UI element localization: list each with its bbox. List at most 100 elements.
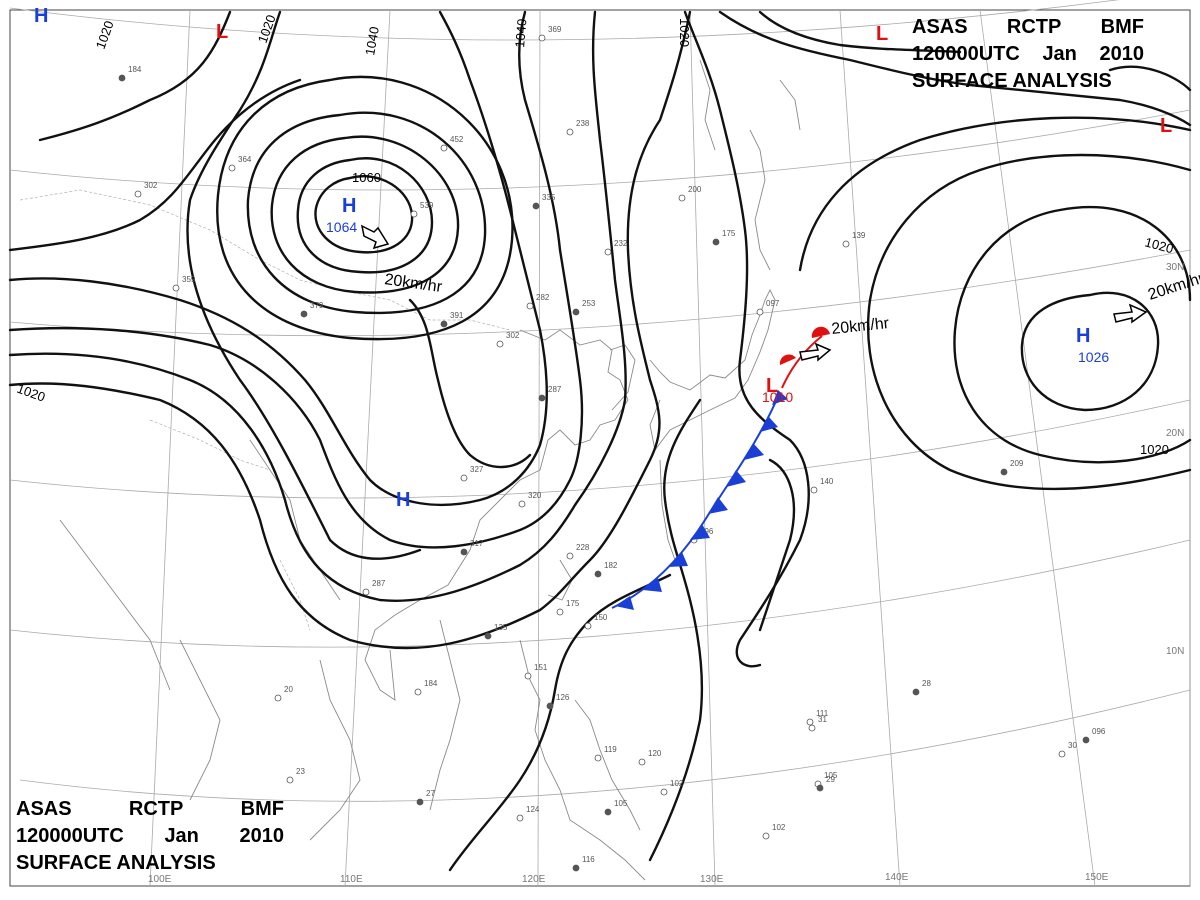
station-circle bbox=[808, 724, 816, 732]
station-value: 359 bbox=[182, 275, 196, 284]
station-value: 151 bbox=[534, 663, 548, 672]
station-circle bbox=[584, 622, 592, 630]
station-plot: 200 bbox=[678, 185, 702, 202]
title-year: 2010 bbox=[239, 825, 285, 847]
station-circle bbox=[638, 758, 646, 766]
station-plot: 20 bbox=[274, 685, 293, 702]
station-value: 102 bbox=[670, 779, 684, 788]
station-circle bbox=[228, 164, 236, 172]
station-circle bbox=[756, 308, 764, 316]
station-value: 228 bbox=[576, 543, 590, 552]
lat-label: 20N bbox=[1166, 428, 1184, 439]
station-plot: 359 bbox=[172, 275, 196, 292]
isobar-label: 1060 bbox=[352, 170, 381, 185]
station-value: 116 bbox=[582, 855, 595, 864]
station-circle bbox=[440, 320, 448, 328]
low-japan-value: 1010 bbox=[762, 389, 793, 405]
station-value: 253 bbox=[582, 299, 596, 308]
station-plot: 379 bbox=[300, 301, 324, 318]
station-plot: 105 bbox=[604, 799, 628, 816]
station-value: 126 bbox=[556, 693, 570, 702]
title-agency-2: RCTP bbox=[128, 798, 184, 820]
station-value: 184 bbox=[424, 679, 438, 688]
low-north-symbol: L bbox=[216, 21, 228, 43]
station-value: 452 bbox=[450, 135, 464, 144]
station-circle bbox=[572, 864, 580, 872]
station-plot: 150 bbox=[584, 613, 608, 630]
station-value: 29 bbox=[826, 775, 835, 784]
station-circle bbox=[566, 128, 574, 136]
lat-label: 30N bbox=[1166, 262, 1184, 273]
station-circle bbox=[414, 688, 422, 696]
station-circle bbox=[410, 210, 418, 218]
station-circle bbox=[1082, 736, 1090, 744]
station-value: 369 bbox=[548, 25, 562, 34]
station-value: 139 bbox=[852, 231, 866, 240]
station-plot: 182 bbox=[594, 561, 618, 578]
station-value: 232 bbox=[614, 239, 628, 248]
station-value: 31 bbox=[818, 715, 827, 724]
siberia-motion-arrow bbox=[360, 224, 390, 250]
station-value: 23 bbox=[296, 767, 305, 776]
station-value: 287 bbox=[372, 579, 386, 588]
station-circle bbox=[546, 702, 554, 710]
station-value: 097 bbox=[766, 299, 780, 308]
title-agency-3: BMF bbox=[1100, 16, 1144, 38]
station-value: 539 bbox=[420, 201, 434, 210]
title-agency-row: ASAS RCTP BMF bbox=[16, 796, 284, 823]
title-product: SURFACE ANALYSIS bbox=[16, 852, 216, 874]
title-agency-1: ASAS bbox=[16, 798, 72, 820]
low-motion-arrow bbox=[799, 342, 832, 362]
borders bbox=[19, 189, 511, 631]
station-plot: 369 bbox=[538, 25, 562, 42]
station-value: 096 bbox=[1092, 727, 1106, 736]
station-circle bbox=[1000, 468, 1008, 476]
lon-label: 150E bbox=[1085, 872, 1109, 883]
title-time-row: 120000UTC Jan 2010 bbox=[16, 823, 284, 850]
title-time: 120000UTC bbox=[912, 43, 1020, 65]
station-value: 238 bbox=[576, 119, 590, 128]
station-circle bbox=[594, 754, 602, 762]
cold-front bbox=[611, 390, 788, 610]
station-value: 140 bbox=[820, 477, 834, 486]
station-circle bbox=[440, 144, 448, 152]
station-circle bbox=[762, 832, 770, 840]
title-agency-3: BMF bbox=[240, 798, 284, 820]
coastlines bbox=[59, 59, 801, 881]
station-value: 20 bbox=[284, 685, 293, 694]
station-circle bbox=[712, 238, 720, 246]
high-pacific-value: 1026 bbox=[1078, 349, 1109, 365]
station-circle bbox=[816, 784, 824, 792]
station-circle bbox=[274, 694, 282, 702]
station-value: 105 bbox=[614, 799, 628, 808]
station-value: 182 bbox=[604, 561, 618, 570]
station-plot: 102 bbox=[762, 823, 786, 840]
motion-arrows bbox=[360, 224, 1148, 362]
station-plot: 111 bbox=[806, 709, 829, 726]
station-circle bbox=[484, 632, 492, 640]
station-plot: 126 bbox=[546, 693, 570, 710]
station-plot: 31 bbox=[808, 715, 827, 732]
lat-label: 10N bbox=[1166, 646, 1184, 657]
station-plot: 539 bbox=[410, 201, 434, 218]
station-value: 200 bbox=[688, 185, 702, 194]
station-circle bbox=[810, 486, 818, 494]
graticule-labels: 100E 110E 120E 130E 140E 150E 30N 20N 10… bbox=[148, 262, 1184, 885]
station-circle bbox=[134, 190, 142, 198]
station-value: 335 bbox=[542, 193, 556, 202]
station-circle bbox=[526, 302, 534, 310]
pressure-systems: H 1064 H 1026 H H L 1010 L L L bbox=[34, 5, 1172, 511]
station-circle bbox=[604, 248, 612, 256]
map-frame bbox=[9, 9, 1191, 887]
station-plot: 102 bbox=[660, 779, 684, 796]
station-value: 282 bbox=[536, 293, 550, 302]
station-plot: 120 bbox=[638, 749, 662, 766]
station-value: 30 bbox=[1068, 741, 1077, 750]
title-time: 120000UTC bbox=[16, 825, 124, 847]
station-plot: 302 bbox=[496, 331, 520, 348]
station-value: 302 bbox=[506, 331, 520, 340]
station-plot: 253 bbox=[572, 299, 596, 316]
high-pacific-symbol: H bbox=[1076, 325, 1090, 347]
title-block-bottom-left: ASAS RCTP BMF 120000UTC Jan 2010 SURFACE… bbox=[16, 796, 284, 877]
station-plot: 184 bbox=[414, 679, 438, 696]
